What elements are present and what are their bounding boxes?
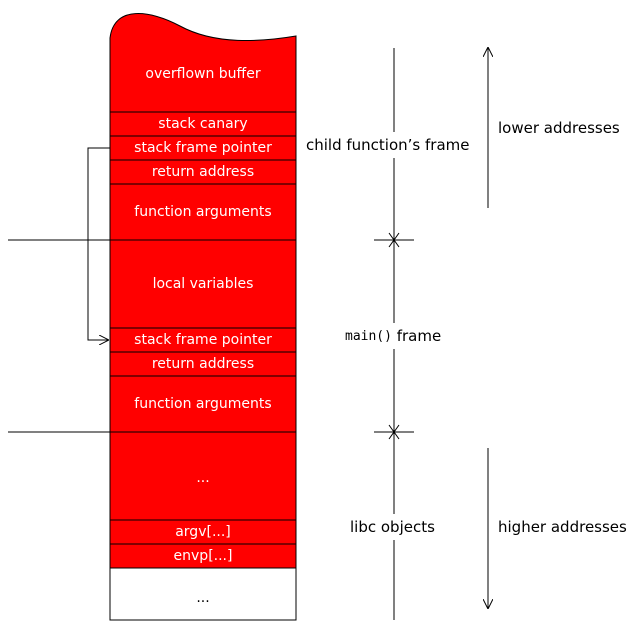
main-return-address-label: return address [152,356,254,372]
child-function-arguments-label: function arguments [134,204,271,220]
frame-divider-arrow-upper-b [388,239,400,248]
libc-ellipsis-label: ... [196,470,209,486]
main-frame-label: main() frame [345,327,441,345]
child-function-arguments-cell [109,183,297,241]
local-variables-label: local variables [153,276,254,292]
child-frame-label-bg [304,132,474,158]
overflown-buffer-label: overflown buffer [145,66,260,82]
libc-objects-label: libc objects [350,518,435,536]
main-function-arguments-label: function arguments [134,396,271,412]
unused-ellipsis-label: ... [196,590,209,606]
unused-cell [109,567,297,621]
lower-addresses-label: lower addresses [498,119,620,137]
main-frame-suffix: frame [392,327,441,345]
local-variables-cell [109,239,297,329]
main-function-arguments-cell [109,375,297,433]
frame-divider-arrow-lower-b [388,431,400,440]
envp-label: envp[...] [174,548,233,564]
argv-cell [109,519,297,545]
higher-addresses-label: higher addresses [498,518,627,536]
libc-objects-label-bg [348,514,440,540]
argv-label: argv[...] [175,524,231,540]
envp-cell [109,543,297,569]
stack-canary-label: stack canary [158,116,247,132]
child-stack-frame-pointer-label: stack frame pointer [134,140,272,156]
main-stack-frame-pointer-label: stack frame pointer [134,332,272,348]
overflown-buffer-block [109,13,297,113]
main-frame-code: main() [345,329,392,344]
stack-canary-cell [109,111,297,137]
frame-pointer-link-arrow [87,147,110,340]
child-return-address-label: return address [152,164,254,180]
child-frame-label: child function’s frame [306,136,469,154]
main-stack-frame-pointer-cell [109,327,297,353]
main-frame-label-bg [342,323,452,349]
child-stack-frame-pointer-cell [109,135,297,161]
